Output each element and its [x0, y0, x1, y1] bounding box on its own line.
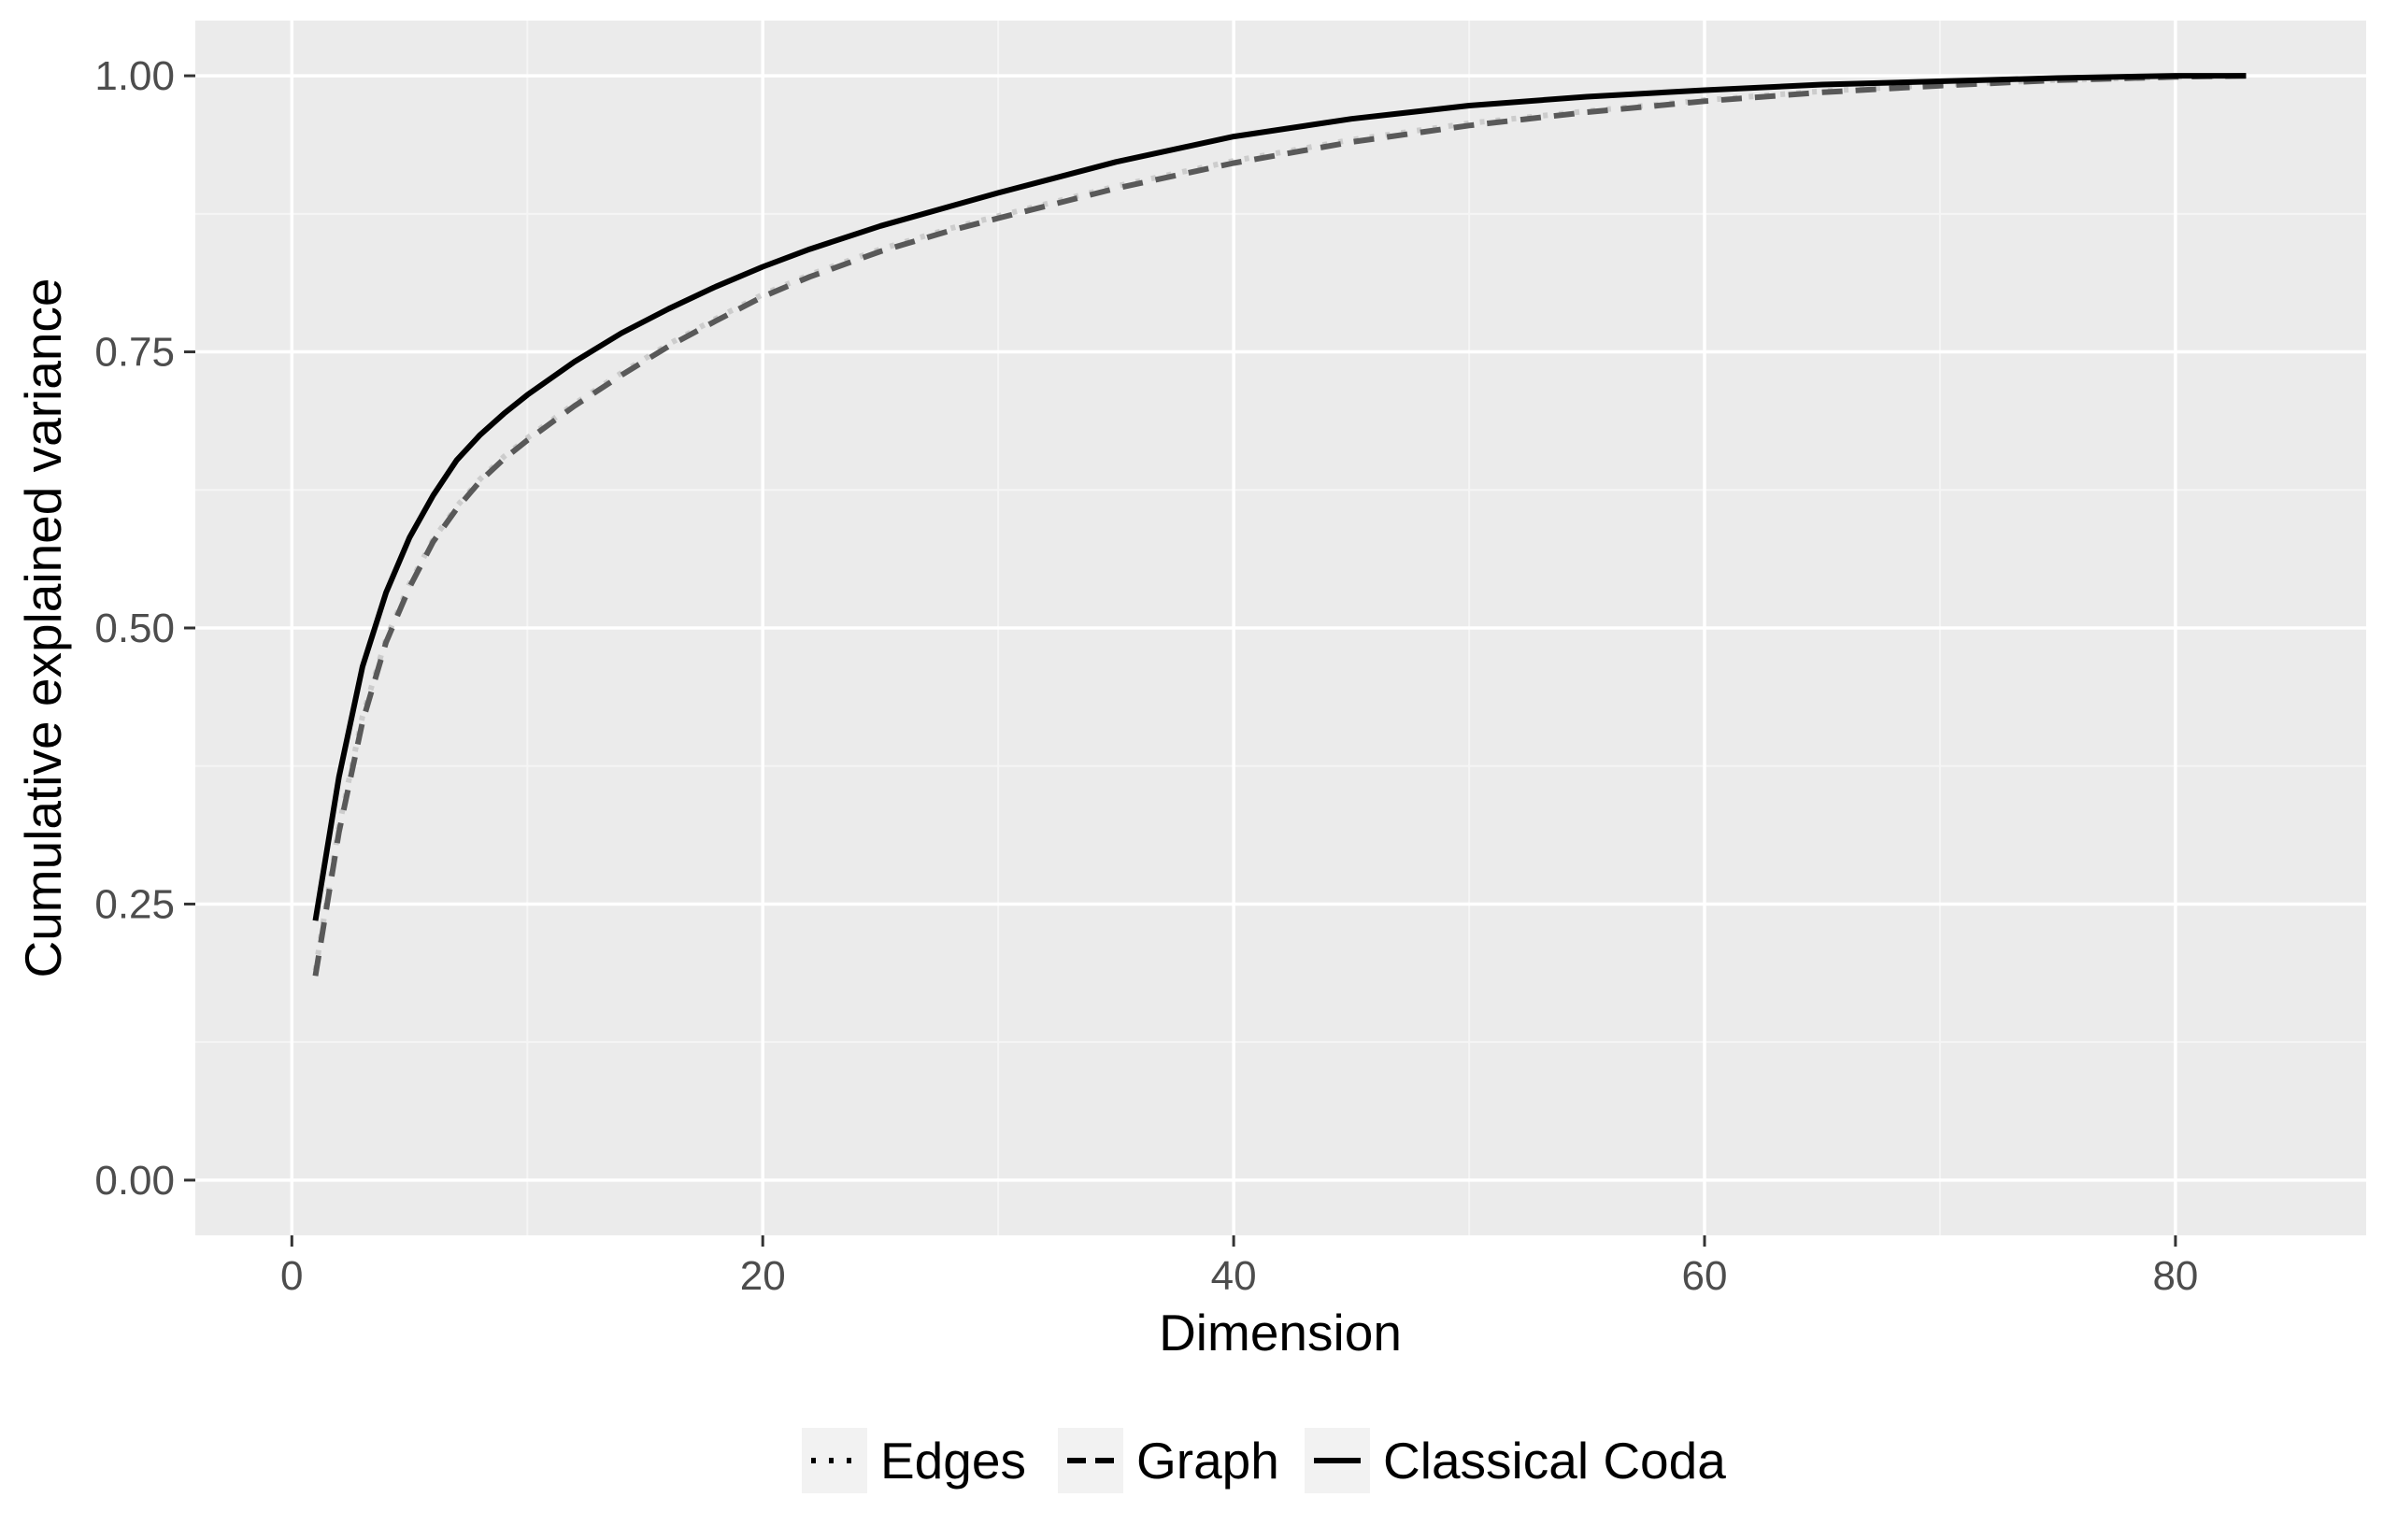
y-tick-label: 0.25: [94, 881, 175, 927]
y-axis: 0.00 0.25 0.50 0.75 1.00: [94, 53, 195, 1204]
legend: Edges Graph Classical Coda: [802, 1428, 1726, 1493]
y-axis-title: Cumulative explained variance: [14, 278, 72, 977]
y-tick-label: 0.00: [94, 1158, 175, 1204]
x-tick-label: 20: [740, 1253, 786, 1299]
x-axis-title: Dimension: [1159, 1304, 1402, 1362]
y-tick-label: 0.75: [94, 330, 175, 376]
x-tick-label: 0: [280, 1253, 303, 1299]
x-tick-label: 40: [1211, 1253, 1257, 1299]
series-line-graph: [312, 73, 2247, 977]
legend-label-edges: Edges: [880, 1432, 1026, 1490]
major-gridlines: [195, 21, 2366, 1235]
x-axis: 0 20 40 60 80: [280, 1235, 2198, 1299]
x-tick-label: 80: [2152, 1253, 2198, 1299]
legend-label-graph: Graph: [1136, 1432, 1279, 1490]
y-tick-label: 0.50: [94, 606, 175, 651]
legend-label-classical-coda: Classical Coda: [1383, 1432, 1726, 1490]
y-tick-label: 1.00: [94, 53, 175, 99]
series-line-classical-coda: [312, 73, 2247, 921]
x-tick-label: 60: [1682, 1253, 1728, 1299]
series-lines: [312, 73, 2247, 977]
